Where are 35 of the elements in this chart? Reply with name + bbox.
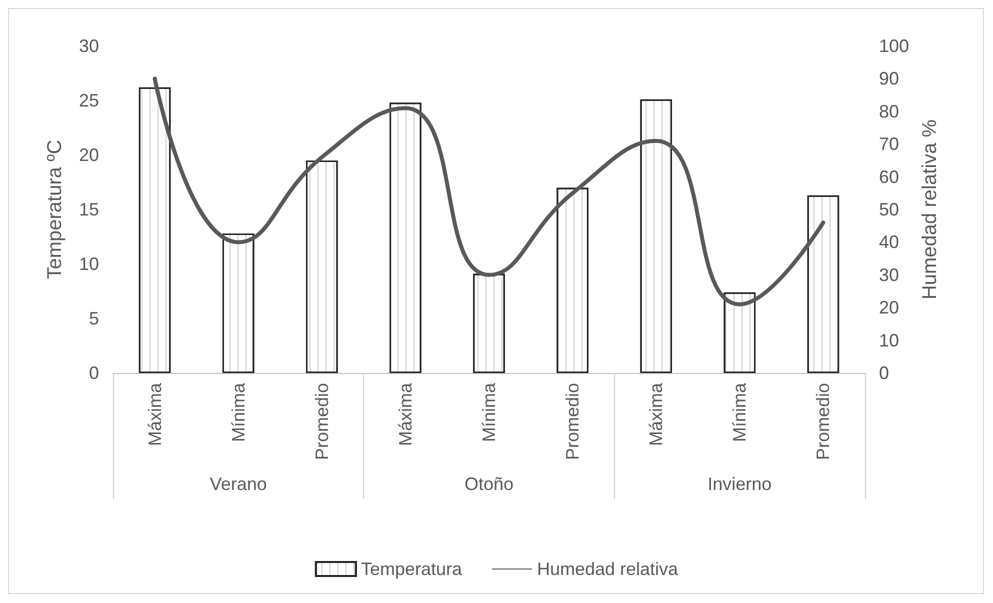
text: Otoño: [464, 474, 514, 494]
x-tick-label: Promedio: [813, 383, 834, 460]
y2-axis-title: Humedad relativa %: [918, 119, 941, 300]
y2-tick-label: 0: [879, 363, 890, 383]
y2-tick-label: 70: [879, 134, 900, 154]
y2-tick-label: 90: [879, 68, 900, 89]
legend-label: Temperatura: [360, 559, 463, 579]
line-series: [152, 76, 826, 306]
x-tick-label: Máxima: [395, 382, 416, 446]
y2-tick-label: 40: [879, 232, 900, 252]
y-tick-label: 20: [78, 145, 99, 165]
y2-tick-label: 30: [879, 264, 900, 285]
y-tick-label: 15: [78, 200, 99, 220]
x-tick-label: Máxima: [144, 382, 165, 446]
x-tick-label: Mínima: [479, 382, 499, 442]
y2-tick-label: 20: [879, 298, 900, 318]
y-tick-label: 0: [88, 363, 99, 383]
y-axis-title: Temperatura ºC: [44, 140, 66, 280]
x-tick-label: Promedio: [562, 383, 583, 460]
y-tick-label: 10: [78, 254, 99, 274]
y2-tick-label: 10: [879, 330, 900, 350]
y2-tick-label: 50: [879, 200, 900, 220]
y2-tick-label: 60: [879, 166, 900, 187]
text: Invierno: [708, 474, 772, 494]
x-tick-label: Promedio: [312, 383, 332, 460]
text: Verano: [210, 474, 267, 494]
y2-tick-label: 100: [879, 36, 910, 56]
x-tick-label: Máxima: [646, 382, 666, 446]
y-tick-label: 5: [88, 308, 99, 328]
x-tick-label: Mínima: [730, 382, 750, 442]
y-tick-label: 25: [78, 90, 99, 110]
legend-label: Humedad relativa: [536, 559, 680, 579]
y2-tick-label: 80: [879, 101, 900, 122]
x-tick-label: Mínima: [228, 382, 248, 442]
y-tick-label: 30: [78, 36, 99, 56]
